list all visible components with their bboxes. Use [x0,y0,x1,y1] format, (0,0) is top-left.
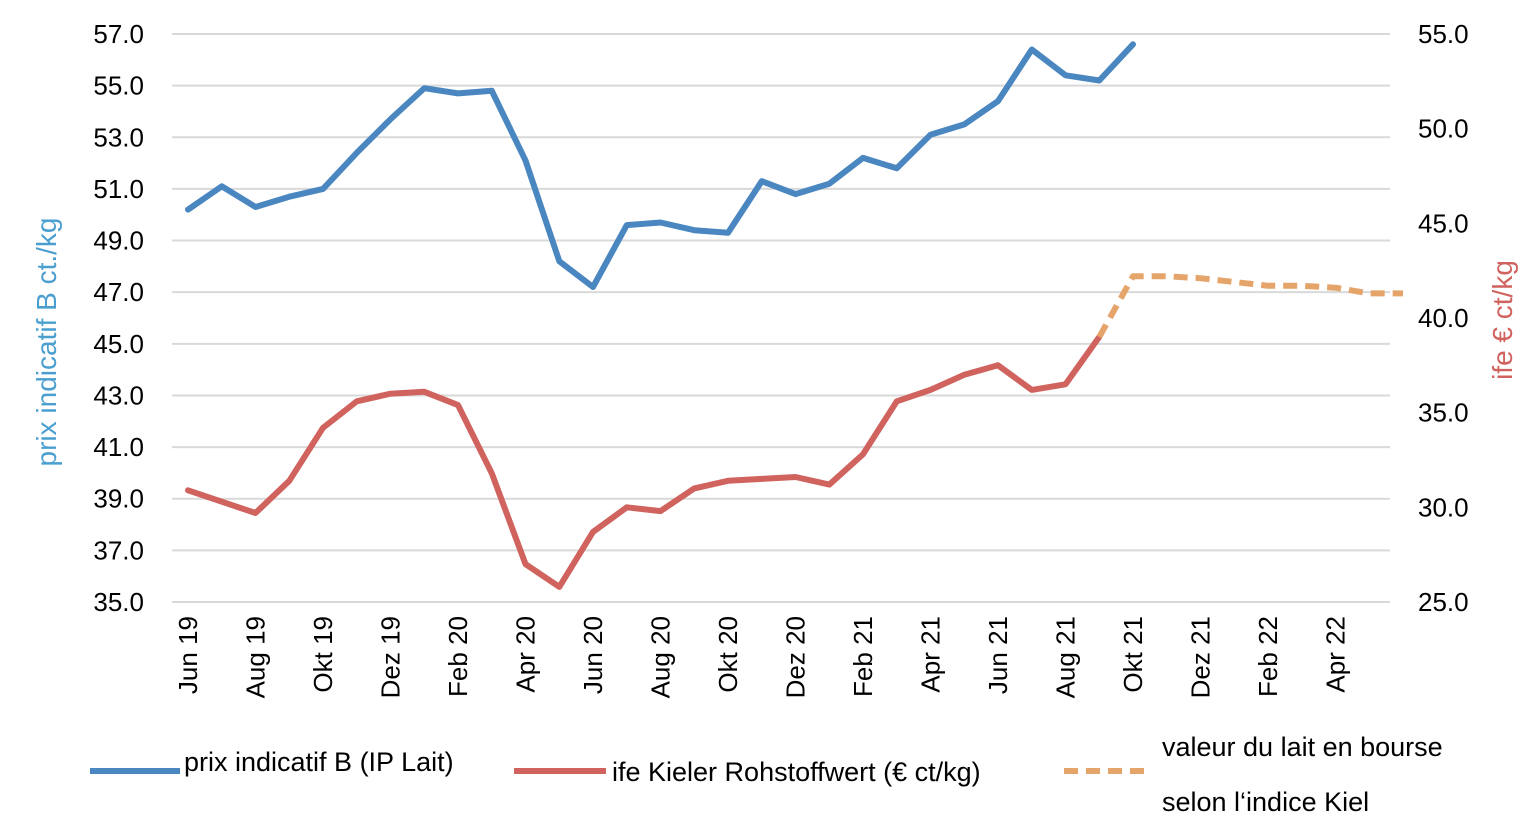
x-tick-label: Jun 21 [983,616,1013,694]
left-tick-label: 45.0 [93,329,144,359]
x-tick-label: Aug 21 [1051,616,1081,698]
series-line-1 [185,333,1103,590]
x-tick-label: Feb 22 [1253,616,1283,697]
x-tick-label: Dez 20 [781,616,811,698]
x-tick-label: Okt 20 [713,616,743,693]
right-tick-label: 30.0 [1418,492,1469,522]
left-axis-ticks: 57.0 55.0 53.0 51.0 49.0 47.0 45.0 43.0 41.0 39.0… [93,19,144,617]
x-tick-label: Dez 19 [376,616,406,698]
right-tick-label: 55.0 [1418,19,1469,49]
left-tick-label: 35.0 [93,587,144,617]
x-tick-label: Jun 20 [578,616,608,694]
right-tick-label: 35.0 [1418,398,1469,428]
right-axis-title: ife € ct/kg [1487,260,1518,380]
x-tick-label: Apr 22 [1321,616,1351,693]
x-tick-label: Feb 20 [443,616,473,697]
left-tick-label: 53.0 [93,122,144,152]
x-tick-label: Jun 19 [173,616,203,694]
left-tick-label: 57.0 [93,19,144,49]
series-lines [185,41,1403,590]
left-axis-title: prix indicatif B ct./kg [31,218,62,467]
gridlines [172,33,1390,603]
series-line-2 [1096,273,1403,339]
left-tick-label: 41.0 [93,432,144,462]
left-tick-label: 37.0 [93,535,144,565]
x-tick-label: Okt 21 [1118,616,1148,693]
legend-label-red: ife Kieler Rohstoffwert (€ ct/kg) [612,757,981,787]
x-tick-label: Okt 19 [308,616,338,693]
x-tick-label: Aug 20 [646,616,676,698]
x-tick-label: Feb 21 [848,616,878,697]
right-tick-label: 50.0 [1418,114,1469,144]
right-tick-label: 25.0 [1418,587,1469,617]
x-tick-label: Apr 21 [916,616,946,693]
left-tick-label: 43.0 [93,380,144,410]
legend: prix indicatif B (IP Lait) ife Kieler Ro… [90,732,1443,817]
x-tick-label: Aug 19 [241,616,271,698]
legend-label-dashed-line1: valeur du lait en bourse [1162,732,1443,762]
right-axis-ticks: 55.0 50.0 45.0 40.0 35.0 30.0 25.0 [1418,19,1469,617]
left-tick-label: 55.0 [93,71,144,101]
right-tick-label: 40.0 [1418,303,1469,333]
left-tick-label: 47.0 [93,277,144,307]
right-tick-label: 45.0 [1418,208,1469,238]
legend-label-blue: prix indicatif B (IP Lait) [184,747,454,777]
x-tick-label: Apr 20 [511,616,541,693]
legend-label-dashed-line2: selon l‘indice Kiel [1162,787,1369,817]
x-tick-label: Dez 21 [1186,616,1216,698]
series-line-0 [185,41,1136,290]
left-tick-label: 51.0 [93,174,144,204]
x-axis-ticks: Jun 19 Aug 19 Okt 19 Dez 19 Feb 20 Apr 20 Jun … [173,616,1351,698]
left-tick-label: 49.0 [93,226,144,256]
left-tick-label: 39.0 [93,484,144,514]
